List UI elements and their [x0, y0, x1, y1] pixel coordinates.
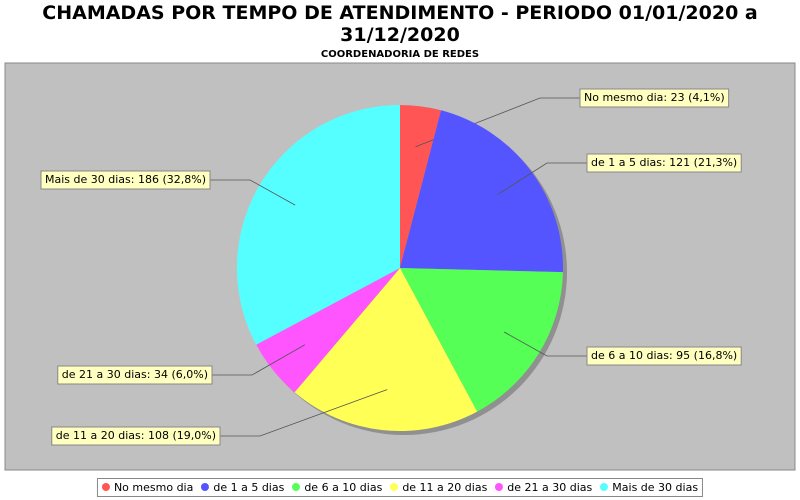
label-box: [57, 365, 213, 385]
legend-swatch: [390, 483, 399, 491]
label-connector: [220, 389, 388, 437]
chart-title: CHAMADAS POR TEMPO DE ATENDIMENTO - PERI…: [42, 2, 758, 46]
chart-subtitle: COORDENADORIA DE REDES: [320, 49, 480, 60]
label-text: de 1 a 5 dias: 121 (21,3%): [591, 156, 737, 169]
label-text: No mesmo dia: 23 (4,1%): [584, 91, 725, 104]
legend-item: No mesmo dia: [101, 481, 194, 494]
legend-label: de 1 a 5 dias: [213, 481, 285, 494]
label-text: de 21 a 30 dias: 34 (6,0%): [62, 368, 208, 381]
label-box: [579, 88, 730, 108]
data-label: No mesmo dia: 23 (4,1%): [579, 88, 730, 108]
pie-slice: [400, 110, 564, 273]
pie-slice: [400, 105, 442, 268]
label-connector: [497, 162, 587, 195]
legend-label: Mais de 30 dias: [612, 481, 699, 494]
data-label: de 21 a 30 dias: 34 (6,0%): [57, 365, 213, 385]
label-box: [40, 170, 211, 190]
label-box: [586, 153, 742, 173]
data-label: de 6 a 10 dias: 95 (16,8%): [586, 346, 742, 366]
legend-swatch: [495, 483, 504, 491]
legend-item: de 11 a 20 dias: [390, 481, 487, 494]
label-box: [586, 346, 742, 366]
legend-item: de 21 a 30 dias: [495, 481, 592, 494]
label-text: Mais de 30 dias: 186 (32,8%): [45, 173, 206, 186]
legend-item: de 6 a 10 dias: [292, 481, 382, 494]
legend-label: de 6 a 10 dias: [304, 481, 383, 494]
label-text: de 11 a 20 dias: 108 (19,0%): [56, 429, 216, 442]
label-box: [51, 426, 221, 446]
data-label: de 1 a 5 dias: 121 (21,3%): [586, 153, 742, 173]
label-connector: [210, 179, 296, 206]
data-label: de 11 a 20 dias: 108 (19,0%): [51, 426, 221, 446]
legend-label: de 21 a 30 dias: [507, 481, 593, 494]
legend-swatch: [101, 483, 110, 491]
label-text: de 6 a 10 dias: 95 (16,8%): [591, 349, 737, 362]
legend-item: Mais de 30 dias: [600, 481, 698, 494]
pie-slice: [236, 105, 400, 345]
legend-label: de 11 a 20 dias: [402, 481, 488, 494]
label-connector: [212, 344, 306, 376]
legend-item: de 1 a 5 dias: [201, 481, 284, 494]
legend: No mesmo dia de 1 a 5 dias de 6 a 10 dias d…: [96, 478, 704, 497]
legend-swatch: [292, 483, 301, 491]
pie-slice: [294, 268, 478, 431]
data-label: Mais de 30 dias: 186 (32,8%): [40, 170, 211, 190]
legend-swatch: [201, 483, 210, 491]
pie-slice: [256, 268, 400, 393]
legend-label: No mesmo dia: [113, 481, 194, 494]
label-connector: [503, 331, 587, 357]
pie-slice: [400, 268, 563, 412]
legend-swatch: [600, 483, 609, 491]
